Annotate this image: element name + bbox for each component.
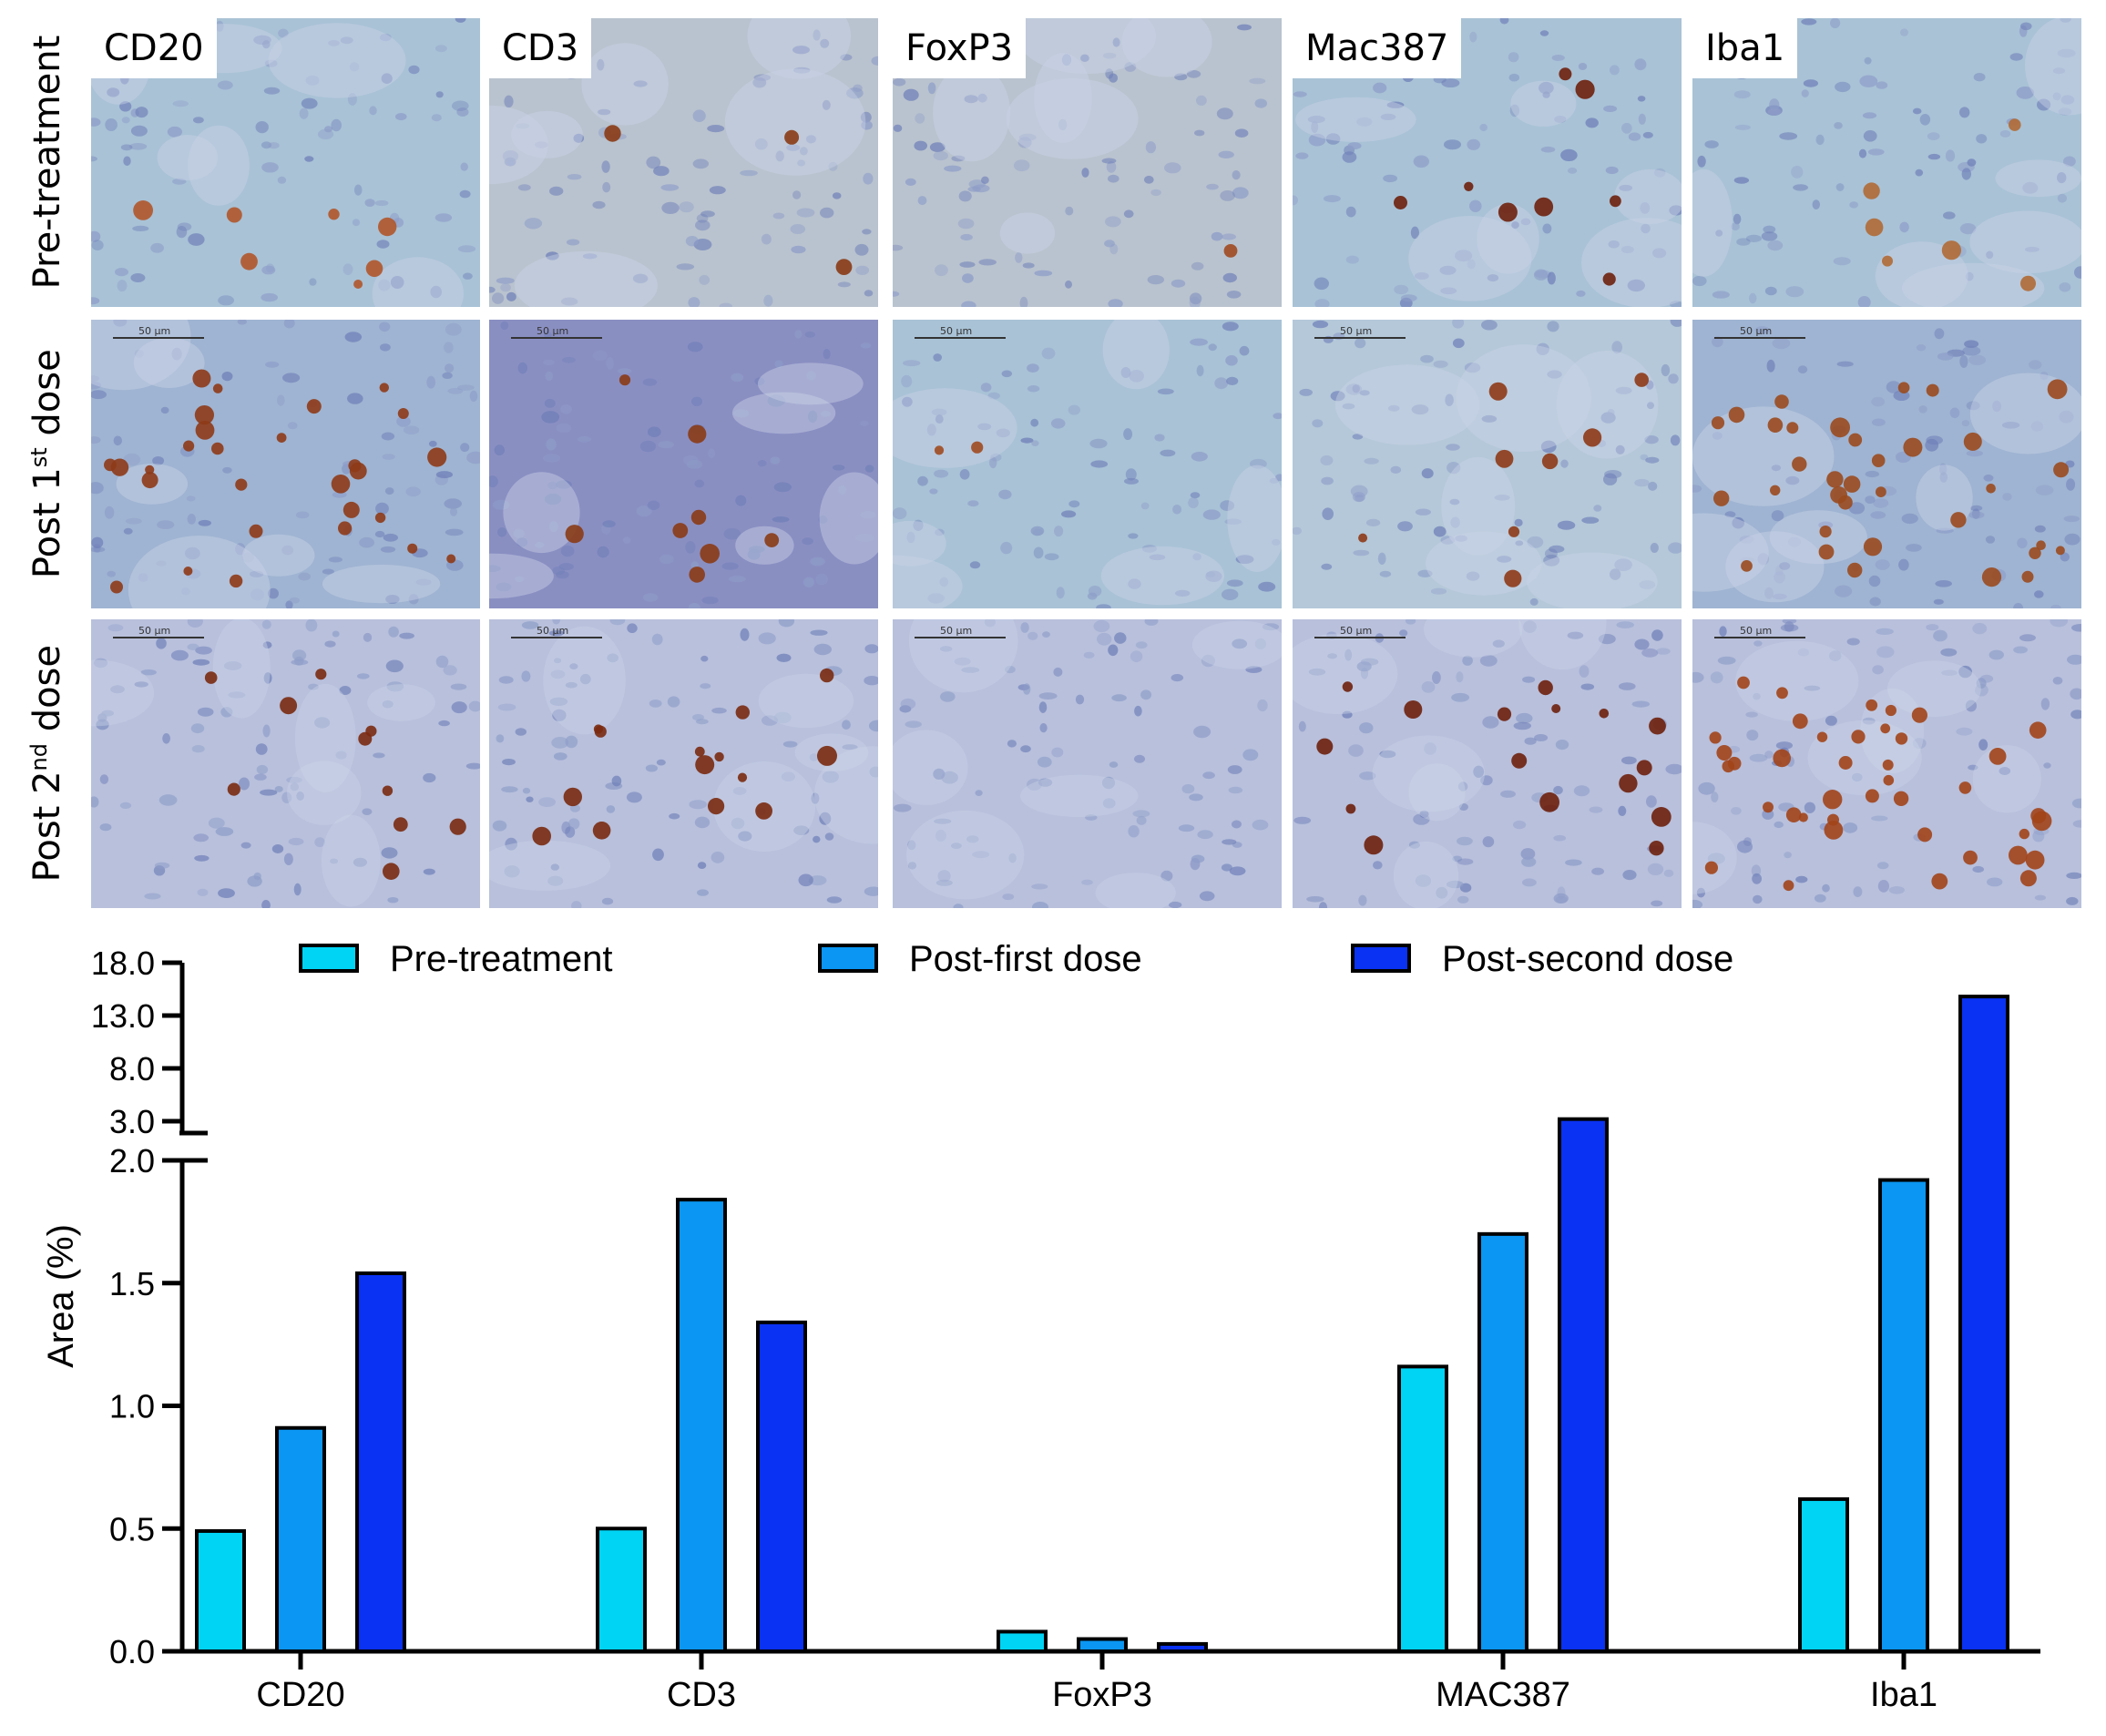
y-tick-label: 1.5 [109, 1265, 155, 1302]
scale-bar: 50 µm [113, 325, 204, 340]
scale-bar: 50 µm [915, 625, 1006, 639]
micrograph-mac387-row1: Mac387 [1293, 18, 1682, 307]
y-tick-label: 0.5 [109, 1510, 155, 1547]
column-label-mac387: Mac387 [1293, 18, 1462, 78]
chart-legend: Pre-treatment Post-first dose Post-second … [299, 939, 1733, 979]
bar-mac387-2 [1477, 1231, 1528, 1653]
scale-bar: 50 µm [1314, 625, 1406, 639]
y-tick-label: 2.0 [109, 1142, 155, 1179]
row-label-2: Post 1st dose [26, 349, 69, 579]
micrograph-cd20-row2: 50 µm [91, 320, 480, 608]
bar-iba1-3 [1958, 995, 2009, 1654]
x-tick-label: CD20 [256, 1676, 344, 1714]
chart-bars [195, 995, 2009, 1654]
bar-mac387-3 [1558, 1117, 1609, 1653]
micrograph-cd3-row2: 50 µm [489, 320, 878, 608]
legend-swatch [299, 944, 359, 973]
y-tick-label: 13.0 [91, 997, 155, 1035]
bar-cd20-3 [355, 1271, 406, 1653]
bar-mac387-1 [1397, 1364, 1448, 1653]
x-tick-label: FoxP3 [1052, 1676, 1152, 1714]
column-label-cd20: CD20 [91, 18, 217, 78]
legend-label: Pre-treatment [390, 939, 613, 979]
bar-iba1-2 [1878, 1178, 1929, 1653]
micrograph-iba1-row3: 50 µm [1692, 619, 2081, 908]
bar-cd3-3 [756, 1320, 807, 1653]
column-label-iba1: Iba1 [1692, 18, 1798, 78]
y-axis-label: Area (%) [41, 1224, 81, 1368]
legend-label: Post-first dose [909, 939, 1142, 979]
micrograph-iba1-row1: Iba1 [1692, 18, 2081, 307]
y-tick-label: 3.0 [109, 1103, 155, 1140]
bar-cd20-2 [275, 1425, 326, 1653]
legend-swatch [1351, 944, 1411, 973]
bar-iba1-1 [1798, 1496, 1849, 1653]
bar-cd3-1 [596, 1527, 647, 1653]
micrograph-cd20-row3: 50 µm [91, 619, 480, 908]
legend-label: Post-second dose [1442, 939, 1733, 979]
bar-cd20-1 [195, 1528, 246, 1653]
y-tick-label: 18.0 [91, 945, 155, 982]
legend-swatch [818, 944, 878, 973]
micrograph-foxp3-row1: FoxP3 [893, 18, 1282, 307]
bar-foxp3-1 [997, 1629, 1048, 1654]
micrograph-iba1-row2: 50 µm [1692, 320, 2081, 608]
micrograph-mac387-row2: 50 µm [1293, 320, 1682, 608]
micrograph-mac387-row3: 50 µm [1293, 619, 1682, 908]
column-label-cd3: CD3 [489, 18, 592, 78]
scale-bar: 50 µm [113, 625, 204, 639]
bar-foxp3-3 [1157, 1641, 1208, 1653]
y-tick-label: 0.0 [109, 1633, 155, 1670]
bar-foxp3-2 [1077, 1637, 1128, 1654]
x-tick-label: Iba1 [1870, 1676, 1937, 1714]
micrograph-cd20-row1: CD20 [91, 18, 480, 307]
scale-bar: 50 µm [1714, 325, 1805, 340]
bar-cd3-2 [676, 1198, 727, 1653]
row-label-3: Post 2nd dose [26, 644, 69, 883]
bar-chart: Pre-treatment Post-first dose Post-second … [41, 939, 2040, 1714]
column-label-foxp3: FoxP3 [893, 18, 1027, 78]
scale-bar: 50 µm [1714, 625, 1805, 639]
micrograph-foxp3-row2: 50 µm [893, 320, 1282, 608]
micrograph-foxp3-row3: 50 µm [893, 619, 1282, 908]
micrograph-cd3-row3: 50 µm [489, 619, 878, 908]
micrograph-cd3-row1: CD3 [489, 18, 878, 307]
scale-bar: 50 µm [915, 325, 1006, 340]
scale-bar: 50 µm [511, 325, 602, 340]
scale-bar: 50 µm [1314, 325, 1406, 340]
x-tick-label: CD3 [667, 1676, 736, 1714]
y-tick-label: 1.0 [109, 1388, 155, 1425]
x-tick-label: MAC387 [1436, 1676, 1570, 1714]
y-tick-label: 8.0 [109, 1050, 155, 1088]
scale-bar: 50 µm [511, 625, 602, 639]
row-label-1: Pre-treatment [26, 35, 68, 290]
